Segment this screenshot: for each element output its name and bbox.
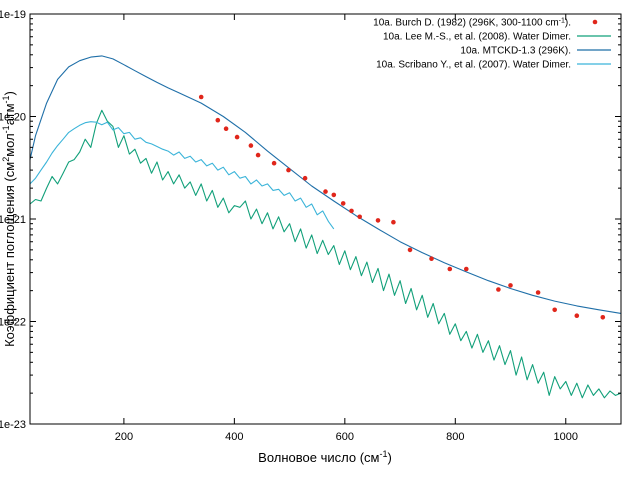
data-point bbox=[375, 218, 381, 223]
y-tick-label: 1e-21 bbox=[0, 214, 26, 226]
data-point bbox=[600, 315, 606, 320]
legend-label: 10a. Lee M.-S., et al. (2008). Water Dim… bbox=[383, 32, 571, 43]
data-point bbox=[552, 307, 557, 313]
data-point bbox=[349, 208, 354, 214]
y-axis-title: Коэффициент поглощения (см2мол-1атм-1) bbox=[1, 91, 17, 347]
data-point bbox=[198, 94, 204, 100]
data-point bbox=[223, 126, 229, 131]
legend-label: 10a. Burch D. (1982) (296K, 300-1100 cm-… bbox=[373, 17, 571, 29]
x-axis-title: Волновое число (см-1) bbox=[258, 449, 392, 465]
data-point bbox=[234, 134, 240, 140]
data-point bbox=[323, 189, 328, 194]
data-point bbox=[340, 201, 346, 206]
series-line-2 bbox=[29, 55, 622, 314]
y-tick-label: 1e-23 bbox=[0, 419, 26, 431]
series-line-1 bbox=[29, 109, 622, 399]
legend-marker bbox=[592, 19, 598, 25]
legend-label: 10a. Scribano Y., et al. (2007). Water D… bbox=[376, 60, 571, 71]
y-tick-label: 1e-20 bbox=[0, 112, 26, 124]
x-tick-label: 400 bbox=[225, 431, 243, 443]
data-point bbox=[464, 266, 469, 272]
data-point bbox=[255, 152, 261, 158]
data-point bbox=[407, 247, 413, 253]
x-tick-label: 800 bbox=[446, 431, 464, 443]
legend-label: 10a. MTCKD-1.3 (296K). bbox=[460, 46, 571, 57]
x-tick-label: 1000 bbox=[554, 431, 578, 443]
x-tick-label: 200 bbox=[115, 431, 133, 443]
series-layer bbox=[29, 55, 622, 399]
data-point bbox=[357, 214, 363, 220]
data-point bbox=[302, 175, 308, 181]
legend: 10a. Burch D. (1982) (296K, 300-1100 cm-… bbox=[373, 17, 611, 71]
ticks-layer: 200 400 600 800 1000 1e-23 1e-22 1e-21 1e-20 1e-1… bbox=[0, 9, 621, 443]
data-point bbox=[286, 167, 291, 173]
data-point bbox=[331, 192, 337, 198]
data-point bbox=[391, 219, 396, 225]
data-point bbox=[271, 160, 277, 166]
data-point bbox=[508, 283, 513, 288]
data-point bbox=[215, 117, 221, 123]
data-point bbox=[535, 290, 541, 295]
y-tick-label: 1e-22 bbox=[0, 317, 26, 329]
plot-frame bbox=[29, 13, 622, 425]
data-point bbox=[248, 143, 254, 148]
data-point bbox=[429, 256, 434, 262]
y-tick-label: 1e-19 bbox=[0, 9, 26, 21]
data-point bbox=[447, 266, 453, 272]
data-point bbox=[574, 313, 580, 319]
x-tick-label: 600 bbox=[336, 431, 354, 443]
series-line-3 bbox=[29, 121, 335, 230]
data-point bbox=[496, 287, 501, 292]
